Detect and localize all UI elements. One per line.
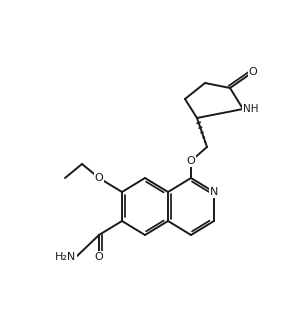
Text: O: O (249, 67, 257, 77)
Text: N: N (210, 187, 218, 197)
Text: O: O (187, 156, 195, 166)
Text: NH: NH (243, 104, 258, 114)
Text: O: O (95, 173, 103, 183)
Text: H₂N: H₂N (55, 252, 76, 262)
Text: O: O (95, 252, 103, 262)
